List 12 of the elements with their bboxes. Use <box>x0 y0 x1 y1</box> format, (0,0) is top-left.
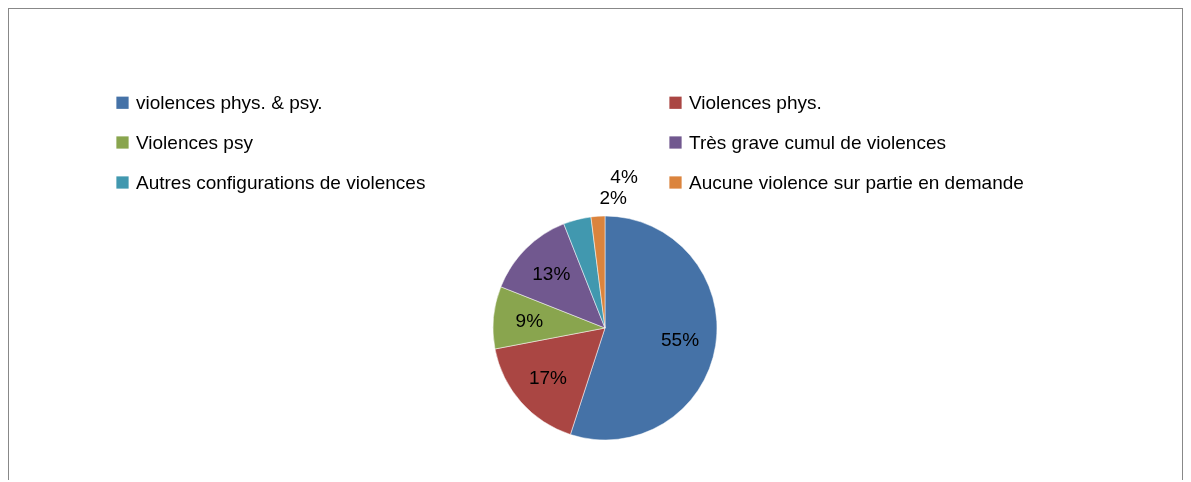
data-label: 17% <box>528 367 568 389</box>
legend-label: Autres configurations de violences <box>136 171 426 193</box>
data-label: 9% <box>515 309 544 331</box>
legend-label: Violences psy <box>136 131 254 153</box>
legend-label: Très grave cumul de violences <box>689 131 946 153</box>
data-label: 4% <box>610 166 638 188</box>
legend-label: Violences phys. <box>689 91 822 113</box>
data-label: 13% <box>532 263 571 285</box>
data-label: 55% <box>661 328 700 350</box>
legend-label: Aucune violence sur partie en demande <box>689 171 1024 193</box>
data-label: 2% <box>599 187 627 209</box>
legend-label: violences phys. & psy. <box>136 91 323 113</box>
